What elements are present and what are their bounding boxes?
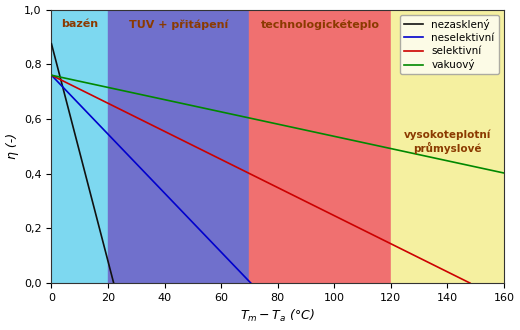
Legend: nezasklený, neselektivní, selektivní, vakuový: nezasklený, neselektivní, selektivní, va… (400, 15, 499, 75)
Text: technologickéteplo: technologickéteplo (261, 19, 380, 30)
X-axis label: $T_m - T_a$ (°C): $T_m - T_a$ (°C) (240, 308, 315, 324)
Bar (51, 10, 108, 283)
Y-axis label: η (-): η (-) (6, 133, 19, 159)
Bar (391, 10, 504, 283)
Bar (108, 10, 250, 283)
Text: TUV + přitápení: TUV + přitápení (129, 19, 228, 30)
Text: vysokoteplotní
průmyslové: vysokoteplotní průmyslové (404, 130, 491, 154)
Bar (250, 10, 391, 283)
Text: bazén: bazén (61, 19, 98, 29)
